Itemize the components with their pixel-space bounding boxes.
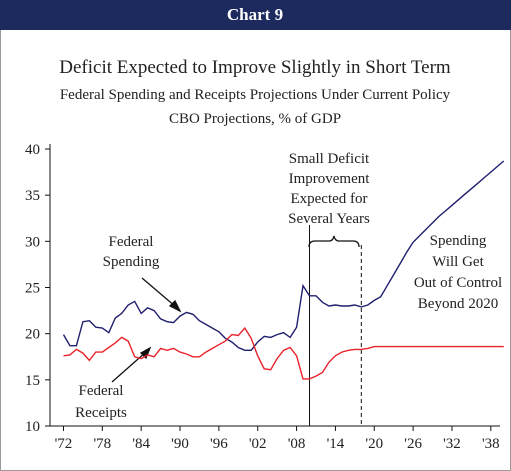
x-tick-label: '26	[404, 436, 422, 452]
annotation: Spending	[103, 254, 160, 270]
header: Chart 9	[227, 5, 283, 24]
annotation: Receipts	[75, 405, 127, 421]
chart-title: Deficit Expected to Improve Slightly in …	[59, 57, 451, 78]
series-line	[63, 326, 504, 380]
annotation: Federal	[79, 383, 124, 399]
header-bar	[0, 0, 511, 30]
y-tick-label: 35	[25, 188, 40, 204]
annotation: Beyond 2020	[418, 296, 498, 312]
subtitle: Federal Spending and Receipts Projection…	[60, 87, 451, 103]
series-line	[62, 160, 505, 351]
arrows	[111, 235, 360, 383]
annotation: Spending	[430, 233, 487, 249]
y-tick-label: 40	[25, 142, 40, 158]
y-tick-label: 10	[25, 419, 40, 435]
annotation: Will Get	[432, 254, 484, 270]
x-tick-label: '38	[482, 436, 500, 452]
y-tick-label: 25	[25, 281, 40, 297]
annotation: Federal	[109, 234, 154, 250]
annotation: Small Deficit	[289, 151, 370, 167]
y-tick-label: 20	[25, 327, 40, 343]
x-tick-label: '32	[443, 436, 461, 452]
x-tick-label: '96	[210, 436, 228, 452]
x-tick-label: '72	[55, 436, 73, 452]
annotation: Several Years	[288, 211, 370, 227]
annotation: Out of Control	[414, 275, 502, 291]
subtitle: CBO Projections, % of GDP	[169, 111, 341, 127]
x-tick-label: '90	[171, 436, 189, 452]
x-tick-label: '02	[249, 436, 267, 452]
annotation: Expected for	[290, 191, 367, 207]
x-tick-label: '78	[93, 436, 111, 452]
x-tick-label: '84	[132, 436, 150, 452]
annotation: Improvement	[289, 171, 371, 187]
x-tick-label: '14	[327, 436, 345, 452]
y-tick-label: 30	[25, 234, 40, 250]
x-tick-label: '20	[365, 436, 383, 452]
y-tick-label: 15	[25, 373, 40, 389]
x-tick-label: '08	[288, 436, 306, 452]
